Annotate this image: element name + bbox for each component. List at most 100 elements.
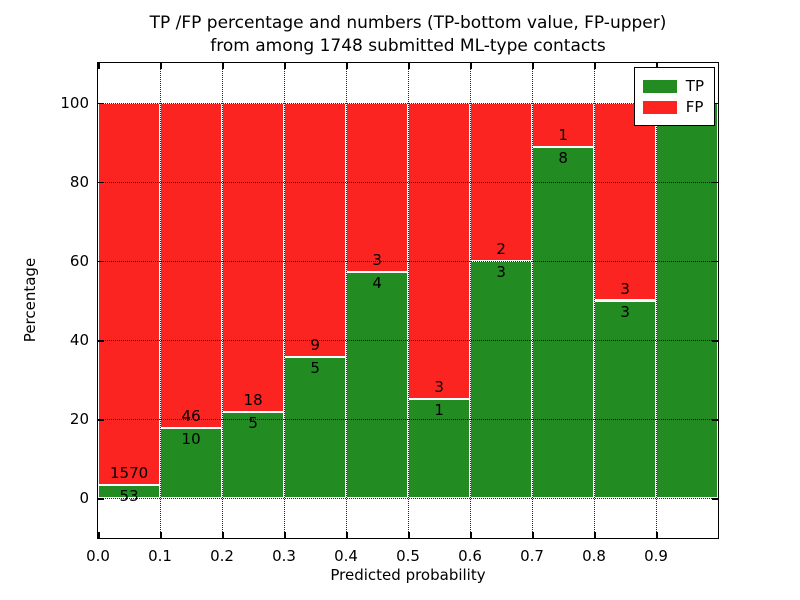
x-tick-mark — [470, 532, 472, 538]
chart-title-line2: from among 1748 submitted ML-type contac… — [210, 36, 606, 56]
gridline-vertical — [532, 63, 533, 538]
gridline-vertical — [222, 63, 223, 538]
x-tick-mark — [408, 63, 410, 69]
tp-bar-segment — [284, 357, 346, 499]
y-tick-mark — [712, 181, 718, 184]
tp-bar-segment — [98, 485, 160, 499]
x-tick-label: 0.1 — [148, 547, 172, 565]
y-tick-mark — [712, 419, 718, 421]
tp-bar-segment — [470, 260, 532, 499]
x-tick-label: 0.6 — [458, 547, 482, 565]
x-tick-label: 0.7 — [520, 547, 544, 565]
x-tick-mark — [346, 63, 348, 69]
fp-count-label: 3 — [620, 279, 630, 298]
fp-count-label: 3 — [434, 378, 444, 397]
fp-bar-segment — [594, 102, 656, 301]
legend-row-fp: FP — [642, 98, 704, 116]
y-tick-mark — [98, 419, 104, 421]
y-tick-mark — [712, 260, 718, 263]
tp-count-label: 5 — [248, 414, 258, 433]
x-tick-mark — [594, 532, 596, 538]
tp-bar-segment — [408, 399, 470, 499]
y-tick-label: 100 — [60, 93, 89, 112]
gridline-horizontal — [98, 419, 718, 421]
x-tick-label: 0.0 — [86, 547, 110, 565]
x-tick-mark — [594, 63, 596, 69]
tp-count-label: 3 — [620, 302, 630, 321]
x-axis-label: Predicted probability — [330, 566, 486, 584]
gridline-vertical — [408, 63, 409, 538]
fp-count-label: 2 — [496, 239, 506, 258]
tp-bar-segment — [594, 300, 656, 499]
x-tick-mark — [470, 63, 472, 69]
y-tick-label: 80 — [69, 172, 89, 191]
fp-count-label: 1570 — [110, 464, 149, 483]
tp-count-label: 3 — [496, 262, 506, 281]
fp-count-label: 18 — [243, 391, 263, 410]
fp-count-label: 1 — [558, 125, 568, 144]
y-tick-mark — [712, 498, 718, 500]
fp-bar-segment — [160, 102, 222, 428]
gridline-vertical — [656, 63, 657, 538]
y-tick-label: 40 — [69, 331, 89, 350]
x-tick-label: 0.2 — [210, 547, 234, 565]
legend-row-tp: TP — [642, 77, 704, 95]
y-tick-mark — [712, 340, 718, 342]
fp-legend-swatch — [642, 100, 677, 114]
fp-bar-segment — [222, 102, 284, 413]
x-tick-mark — [284, 532, 286, 538]
x-tick-mark — [98, 532, 100, 538]
x-tick-mark — [532, 63, 534, 69]
tp-count-label: 5 — [310, 359, 320, 378]
x-tick-mark — [656, 63, 658, 69]
x-tick-label: 0.3 — [272, 547, 296, 565]
gridline-vertical — [160, 63, 161, 538]
gridline-vertical — [594, 63, 595, 538]
y-tick-mark — [98, 181, 104, 184]
x-tick-mark — [222, 63, 224, 69]
gridline-horizontal — [98, 340, 718, 342]
y-axis-label: Percentage — [21, 257, 39, 343]
gridline-vertical — [284, 63, 285, 538]
x-tick-label: 0.4 — [334, 547, 358, 565]
y-tick-mark — [98, 102, 104, 105]
tp-bar-segment — [160, 427, 222, 499]
tp-count-label: 1 — [434, 401, 444, 420]
gridline-vertical — [346, 63, 347, 538]
x-tick-label: 0.9 — [644, 547, 668, 565]
tp-bar-segment — [656, 102, 718, 499]
plot-area: 157053461018595343123183310.00.10.20.30.… — [60, 62, 719, 565]
gridline-vertical — [470, 63, 471, 538]
tp-legend-swatch — [642, 79, 677, 93]
y-tick-label: 0 — [79, 489, 89, 508]
x-tick-mark — [346, 532, 348, 538]
x-tick-mark — [222, 532, 224, 538]
tp-bar-segment — [346, 272, 408, 499]
tp-count-label: 4 — [372, 274, 382, 293]
y-tick-mark — [712, 102, 718, 105]
fp-count-label: 9 — [310, 336, 320, 355]
tp-count-label: 53 — [119, 487, 139, 506]
chart-title: TP /FP percentage and numbers (TP-bottom… — [97, 12, 719, 58]
gridline-horizontal — [98, 181, 718, 183]
y-tick-mark — [98, 498, 104, 500]
tp-bar-segment — [532, 146, 594, 499]
chart-title-line1: TP /FP percentage and numbers (TP-bottom… — [149, 13, 667, 33]
x-tick-mark — [284, 63, 286, 69]
fp-legend-label: FP — [685, 98, 704, 116]
fp-bar-segment — [284, 102, 346, 358]
x-tick-mark — [408, 532, 410, 538]
fp-bar-segment — [346, 102, 408, 273]
x-tick-mark — [532, 532, 534, 538]
plot-inner: 157053461018595343123183310.00.10.20.30.… — [60, 63, 718, 565]
fp-count-label: 3 — [372, 251, 382, 270]
x-tick-label: 0.5 — [396, 547, 420, 565]
y-tick-label: 20 — [69, 410, 89, 429]
legend: TP FP — [633, 67, 715, 126]
tp-count-label: 10 — [181, 429, 201, 448]
x-tick-mark — [160, 63, 162, 69]
gridline-horizontal — [98, 498, 718, 500]
gridline-horizontal — [98, 260, 718, 262]
y-tick-mark — [98, 340, 104, 342]
